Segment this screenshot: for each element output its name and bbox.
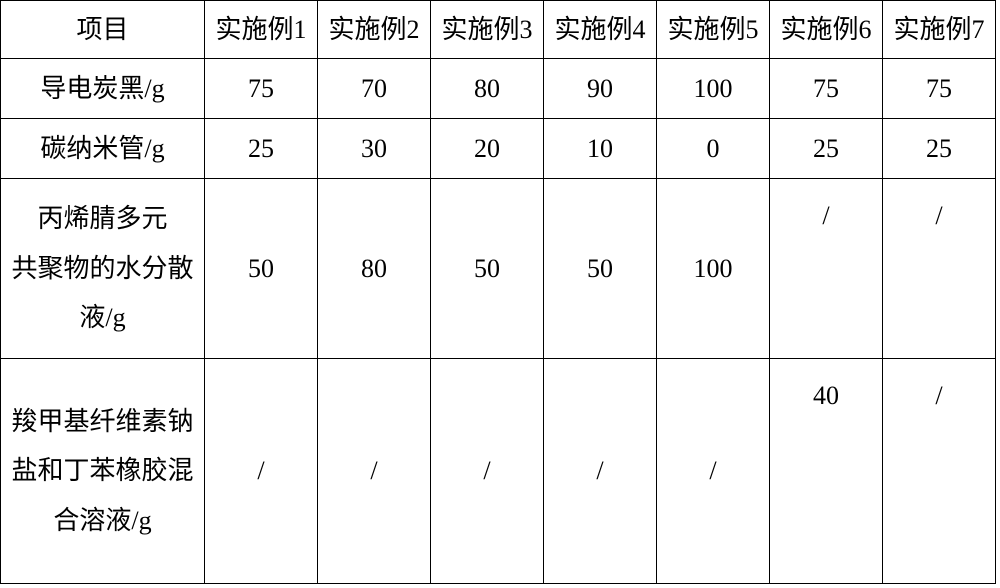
data-cell: 50 (431, 179, 544, 359)
header-cell: 实施例5 (657, 1, 770, 59)
data-cell: 75 (770, 59, 883, 119)
data-cell: 50 (544, 179, 657, 359)
data-cell: 80 (318, 179, 431, 359)
data-cell: 25 (883, 119, 996, 179)
header-cell: 实施例2 (318, 1, 431, 59)
row-label: 丙烯腈多元 共聚物的水分散 液/g (1, 179, 205, 359)
data-cell: / (544, 359, 657, 584)
data-cell: 100 (657, 179, 770, 359)
data-cell: 25 (205, 119, 318, 179)
header-cell: 实施例3 (431, 1, 544, 59)
data-cell: 90 (544, 59, 657, 119)
data-cell: 50 (205, 179, 318, 359)
data-cell: 20 (431, 119, 544, 179)
data-cell: 70 (318, 59, 431, 119)
header-cell: 实施例4 (544, 1, 657, 59)
table-header-row: 项目 实施例1 实施例2 实施例3 实施例4 实施例5 实施例6 实施例7 (1, 1, 996, 59)
header-cell: 实施例6 (770, 1, 883, 59)
data-cell: / (205, 359, 318, 584)
data-cell: 10 (544, 119, 657, 179)
data-cell: / (883, 179, 996, 359)
data-cell: 0 (657, 119, 770, 179)
data-cell: 25 (770, 119, 883, 179)
row-label: 碳纳米管/g (1, 119, 205, 179)
data-cell: / (318, 359, 431, 584)
table-row: 羧甲基纤维素钠 盐和丁苯橡胶混 合溶液/g / / / / / 40 / (1, 359, 996, 584)
data-cell: 40 (770, 359, 883, 584)
table-row: 碳纳米管/g 25 30 20 10 0 25 25 (1, 119, 996, 179)
data-cell: 100 (657, 59, 770, 119)
data-cell: 75 (205, 59, 318, 119)
header-cell: 实施例1 (205, 1, 318, 59)
table-row: 丙烯腈多元 共聚物的水分散 液/g 50 80 50 50 100 / / (1, 179, 996, 359)
row-label: 羧甲基纤维素钠 盐和丁苯橡胶混 合溶液/g (1, 359, 205, 584)
data-cell: 30 (318, 119, 431, 179)
header-cell-label: 项目 (1, 1, 205, 59)
table-row: 导电炭黑/g 75 70 80 90 100 75 75 (1, 59, 996, 119)
data-cell: 75 (883, 59, 996, 119)
data-cell: / (770, 179, 883, 359)
data-cell: / (657, 359, 770, 584)
row-label: 导电炭黑/g (1, 59, 205, 119)
header-cell: 实施例7 (883, 1, 996, 59)
data-table: 项目 实施例1 实施例2 实施例3 实施例4 实施例5 实施例6 实施例7 导电… (0, 0, 996, 584)
data-cell: / (431, 359, 544, 584)
data-cell: 80 (431, 59, 544, 119)
data-cell: / (883, 359, 996, 584)
